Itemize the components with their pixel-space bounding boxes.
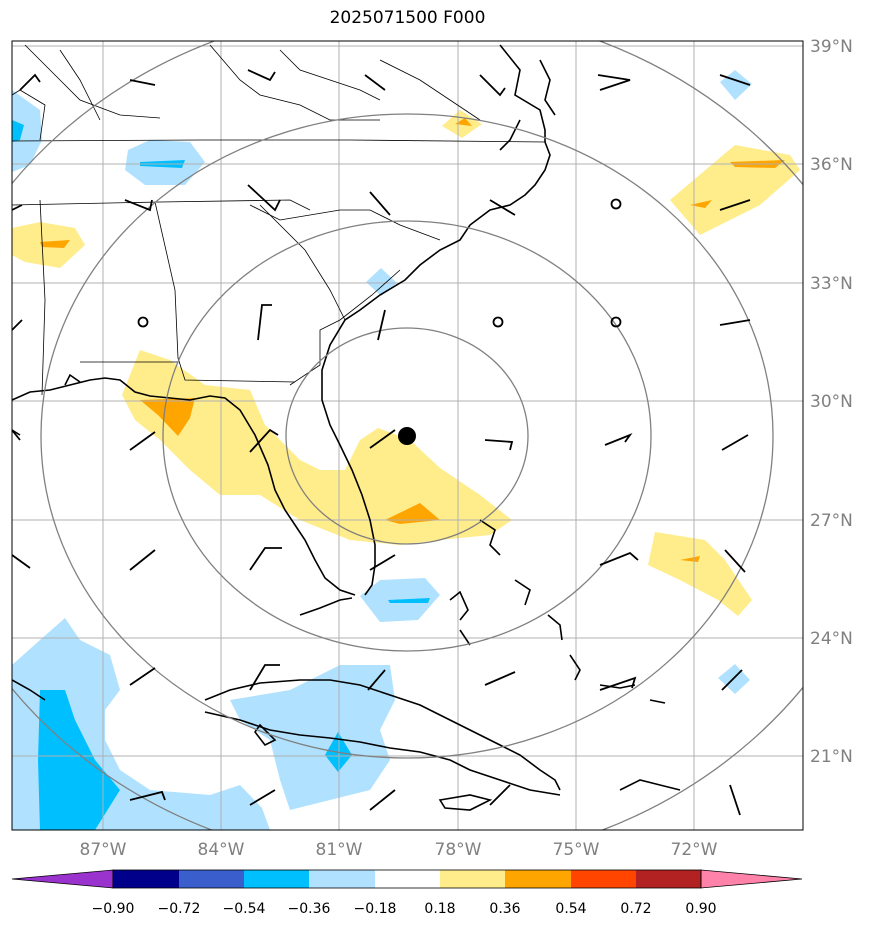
colorbar-segment bbox=[505, 870, 571, 888]
lat-label: 30°N bbox=[810, 392, 853, 412]
colorbar-segments bbox=[11, 869, 803, 889]
lat-label: 21°N bbox=[810, 747, 853, 767]
colorbar-segment bbox=[244, 870, 309, 888]
colorbar-segment bbox=[309, 870, 375, 888]
lon-label: 84°W bbox=[198, 840, 245, 860]
shaded-anomaly-fills bbox=[12, 70, 800, 830]
colorbar-segment bbox=[375, 870, 440, 888]
lat-label: 24°N bbox=[810, 629, 853, 649]
lat-label: 27°N bbox=[810, 511, 853, 531]
graticule bbox=[12, 41, 803, 830]
colorbar-segment bbox=[636, 870, 701, 888]
lat-label: 36°N bbox=[810, 155, 853, 175]
colorbar-segment bbox=[440, 870, 505, 888]
colorbar-segment bbox=[179, 870, 244, 888]
colorbar-tick-label: 0.72 bbox=[620, 901, 651, 917]
lon-label: 87°W bbox=[80, 840, 127, 860]
colorbar-tick-label: −0.90 bbox=[92, 901, 135, 917]
colorbar-tick-label: −0.36 bbox=[288, 901, 331, 917]
lat-label: 39°N bbox=[810, 37, 853, 57]
colorbar: −0.90 −0.72 −0.54 −0.36 −0.18 0.18 0.36 … bbox=[11, 869, 803, 917]
lon-label: 78°W bbox=[435, 840, 482, 860]
lat-label: 33°N bbox=[810, 274, 853, 294]
coastlines bbox=[12, 44, 681, 811]
colorbar-tick-label: 0.90 bbox=[685, 901, 716, 917]
lon-label: 75°W bbox=[553, 840, 600, 860]
map-frame bbox=[11, 40, 804, 831]
colorbar-tick-label: 0.18 bbox=[424, 901, 455, 917]
colorbar-tick-label: −0.72 bbox=[158, 901, 201, 917]
wind-barbs bbox=[12, 69, 751, 816]
colorbar-segment bbox=[113, 870, 179, 888]
colorbar-outline bbox=[112, 869, 702, 889]
lon-label: 81°W bbox=[316, 840, 363, 860]
lon-label: 72°W bbox=[671, 840, 718, 860]
political-borders bbox=[12, 44, 546, 396]
colorbar-extend-high bbox=[700, 869, 803, 889]
map-title: 2025071500 F000 bbox=[329, 8, 486, 28]
storm-center-dot bbox=[398, 427, 416, 445]
colorbar-tick-label: 0.36 bbox=[489, 901, 520, 917]
colorbar-tick-label: −0.54 bbox=[223, 901, 266, 917]
calm-wind-markers bbox=[137, 198, 622, 328]
colorbar-extend-low bbox=[11, 869, 114, 889]
colorbar-labels: −0.90 −0.72 −0.54 −0.36 −0.18 0.18 0.36 … bbox=[92, 901, 717, 917]
colorbar-segment bbox=[571, 870, 636, 888]
longitude-labels: 87°W 84°W 81°W 78°W 75°W 72°W bbox=[80, 840, 718, 860]
colorbar-tick-label: 0.54 bbox=[555, 901, 586, 917]
latitude-labels: 39°N 36°N 33°N 30°N 27°N 24°N 21°N bbox=[810, 37, 853, 767]
colorbar-tick-label: −0.18 bbox=[354, 901, 397, 917]
